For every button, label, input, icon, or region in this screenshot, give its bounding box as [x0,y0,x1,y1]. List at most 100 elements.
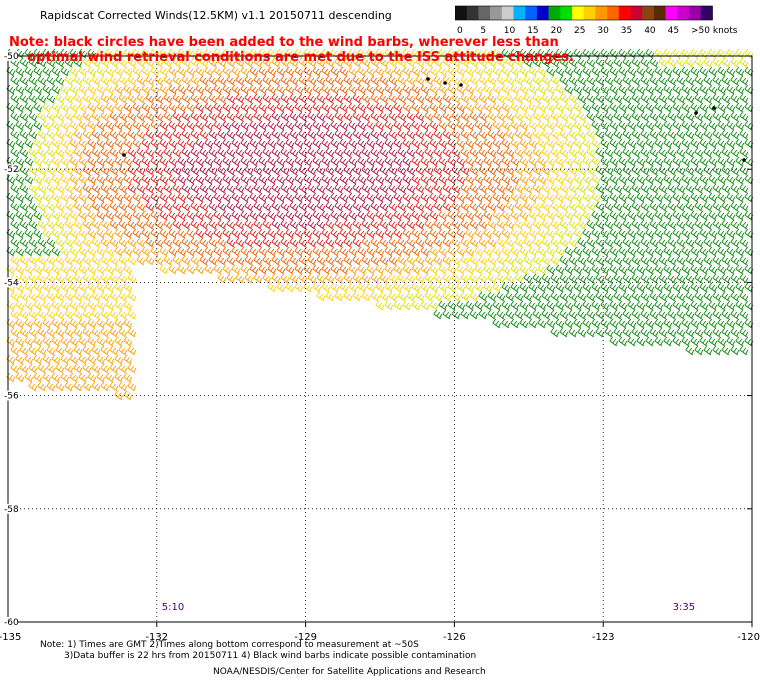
wind-barb [730,273,740,284]
wind-barb [487,183,497,194]
wind-barb [15,84,25,95]
wind-barb [429,102,439,113]
wind-barb [366,192,376,203]
wind-barb [114,102,124,113]
wind-barb [406,291,416,302]
wind-barb [658,129,668,140]
wind-barb [339,192,349,203]
wind-barb [627,210,637,221]
wind-barb [235,147,245,158]
wind-barb [145,237,155,248]
wind-barb [64,201,74,212]
wind-barb [46,201,56,212]
wind-barb [109,75,119,86]
wind-barb [231,174,241,185]
wind-barb [744,246,754,257]
wind-barb [384,174,394,185]
wind-barb [181,111,191,122]
wind-barb [735,264,745,275]
wind-barb [163,129,173,140]
wind-barb [492,246,502,257]
wind-barb [681,264,691,275]
wind-barb [244,201,254,212]
wind-barb [474,156,484,167]
wind-barb [370,75,380,86]
wind-barb [312,228,322,239]
wind-barb [222,192,232,203]
wind-barb [640,327,650,338]
wind-barb [15,228,25,239]
wind-barb [568,255,578,266]
wind-barb [244,237,254,248]
wind-barb [190,93,200,104]
wind-barb [510,300,520,311]
wind-barb [154,201,164,212]
wind-barb [618,120,628,131]
wind-barb [726,120,736,131]
wind-barb [343,255,353,266]
wind-barb [393,84,403,95]
wind-barb [370,219,380,230]
wind-barb [303,120,313,131]
wind-barb [24,246,34,257]
wind-barb [613,255,623,266]
wind-barb [663,156,673,167]
wind-barb [708,84,718,95]
wind-barb [613,237,623,248]
wind-barb [69,156,79,167]
wind-barb [663,102,673,113]
wind-barb [627,300,637,311]
wind-barb [645,66,655,77]
wind-barb [609,66,619,77]
wind-barb [645,336,655,347]
wind-barb [357,210,367,221]
wind-barb [442,201,452,212]
wind-barb [168,66,178,77]
wind-barb [438,192,448,203]
wind-barb [123,282,133,293]
wind-barb [478,237,488,248]
wind-barb [132,120,142,131]
wind-barb [447,228,457,239]
wind-barb [550,147,560,158]
wind-barb [474,210,484,221]
wind-barb [123,300,133,311]
wind-barb [501,318,511,329]
wind-barb [613,273,623,284]
wind-barb [51,174,61,185]
wind-barb [370,111,380,122]
wind-barb [325,237,335,248]
wind-barb [406,273,416,284]
wind-barb [460,183,470,194]
quality-flag-dot [459,83,463,87]
wind-barb [78,246,88,257]
wind-barb [64,273,74,284]
wind-barb [325,147,335,158]
wind-barb [699,282,709,293]
wind-barb [87,174,97,185]
wind-barb [24,318,34,329]
wind-barb [33,372,43,383]
wind-barb [253,255,263,266]
wind-barb [330,84,340,95]
wind-barb [406,75,416,86]
wind-barb [505,93,515,104]
wind-barb [181,129,191,140]
wind-barb [699,210,709,221]
wind-barb [595,219,605,230]
wind-barb [28,345,38,356]
wind-barb [19,255,29,266]
wind-barb [726,300,736,311]
wind-barb [267,246,277,257]
wind-barb [78,282,88,293]
wind-barb [397,219,407,230]
wind-barb [609,210,619,221]
wind-barb [559,129,569,140]
wind-barb [667,291,677,302]
wind-barb [541,273,551,284]
wind-barb [690,174,700,185]
wind-barb [613,291,623,302]
wind-barb [739,327,749,338]
wind-barb [60,192,70,203]
wind-barb [348,174,358,185]
